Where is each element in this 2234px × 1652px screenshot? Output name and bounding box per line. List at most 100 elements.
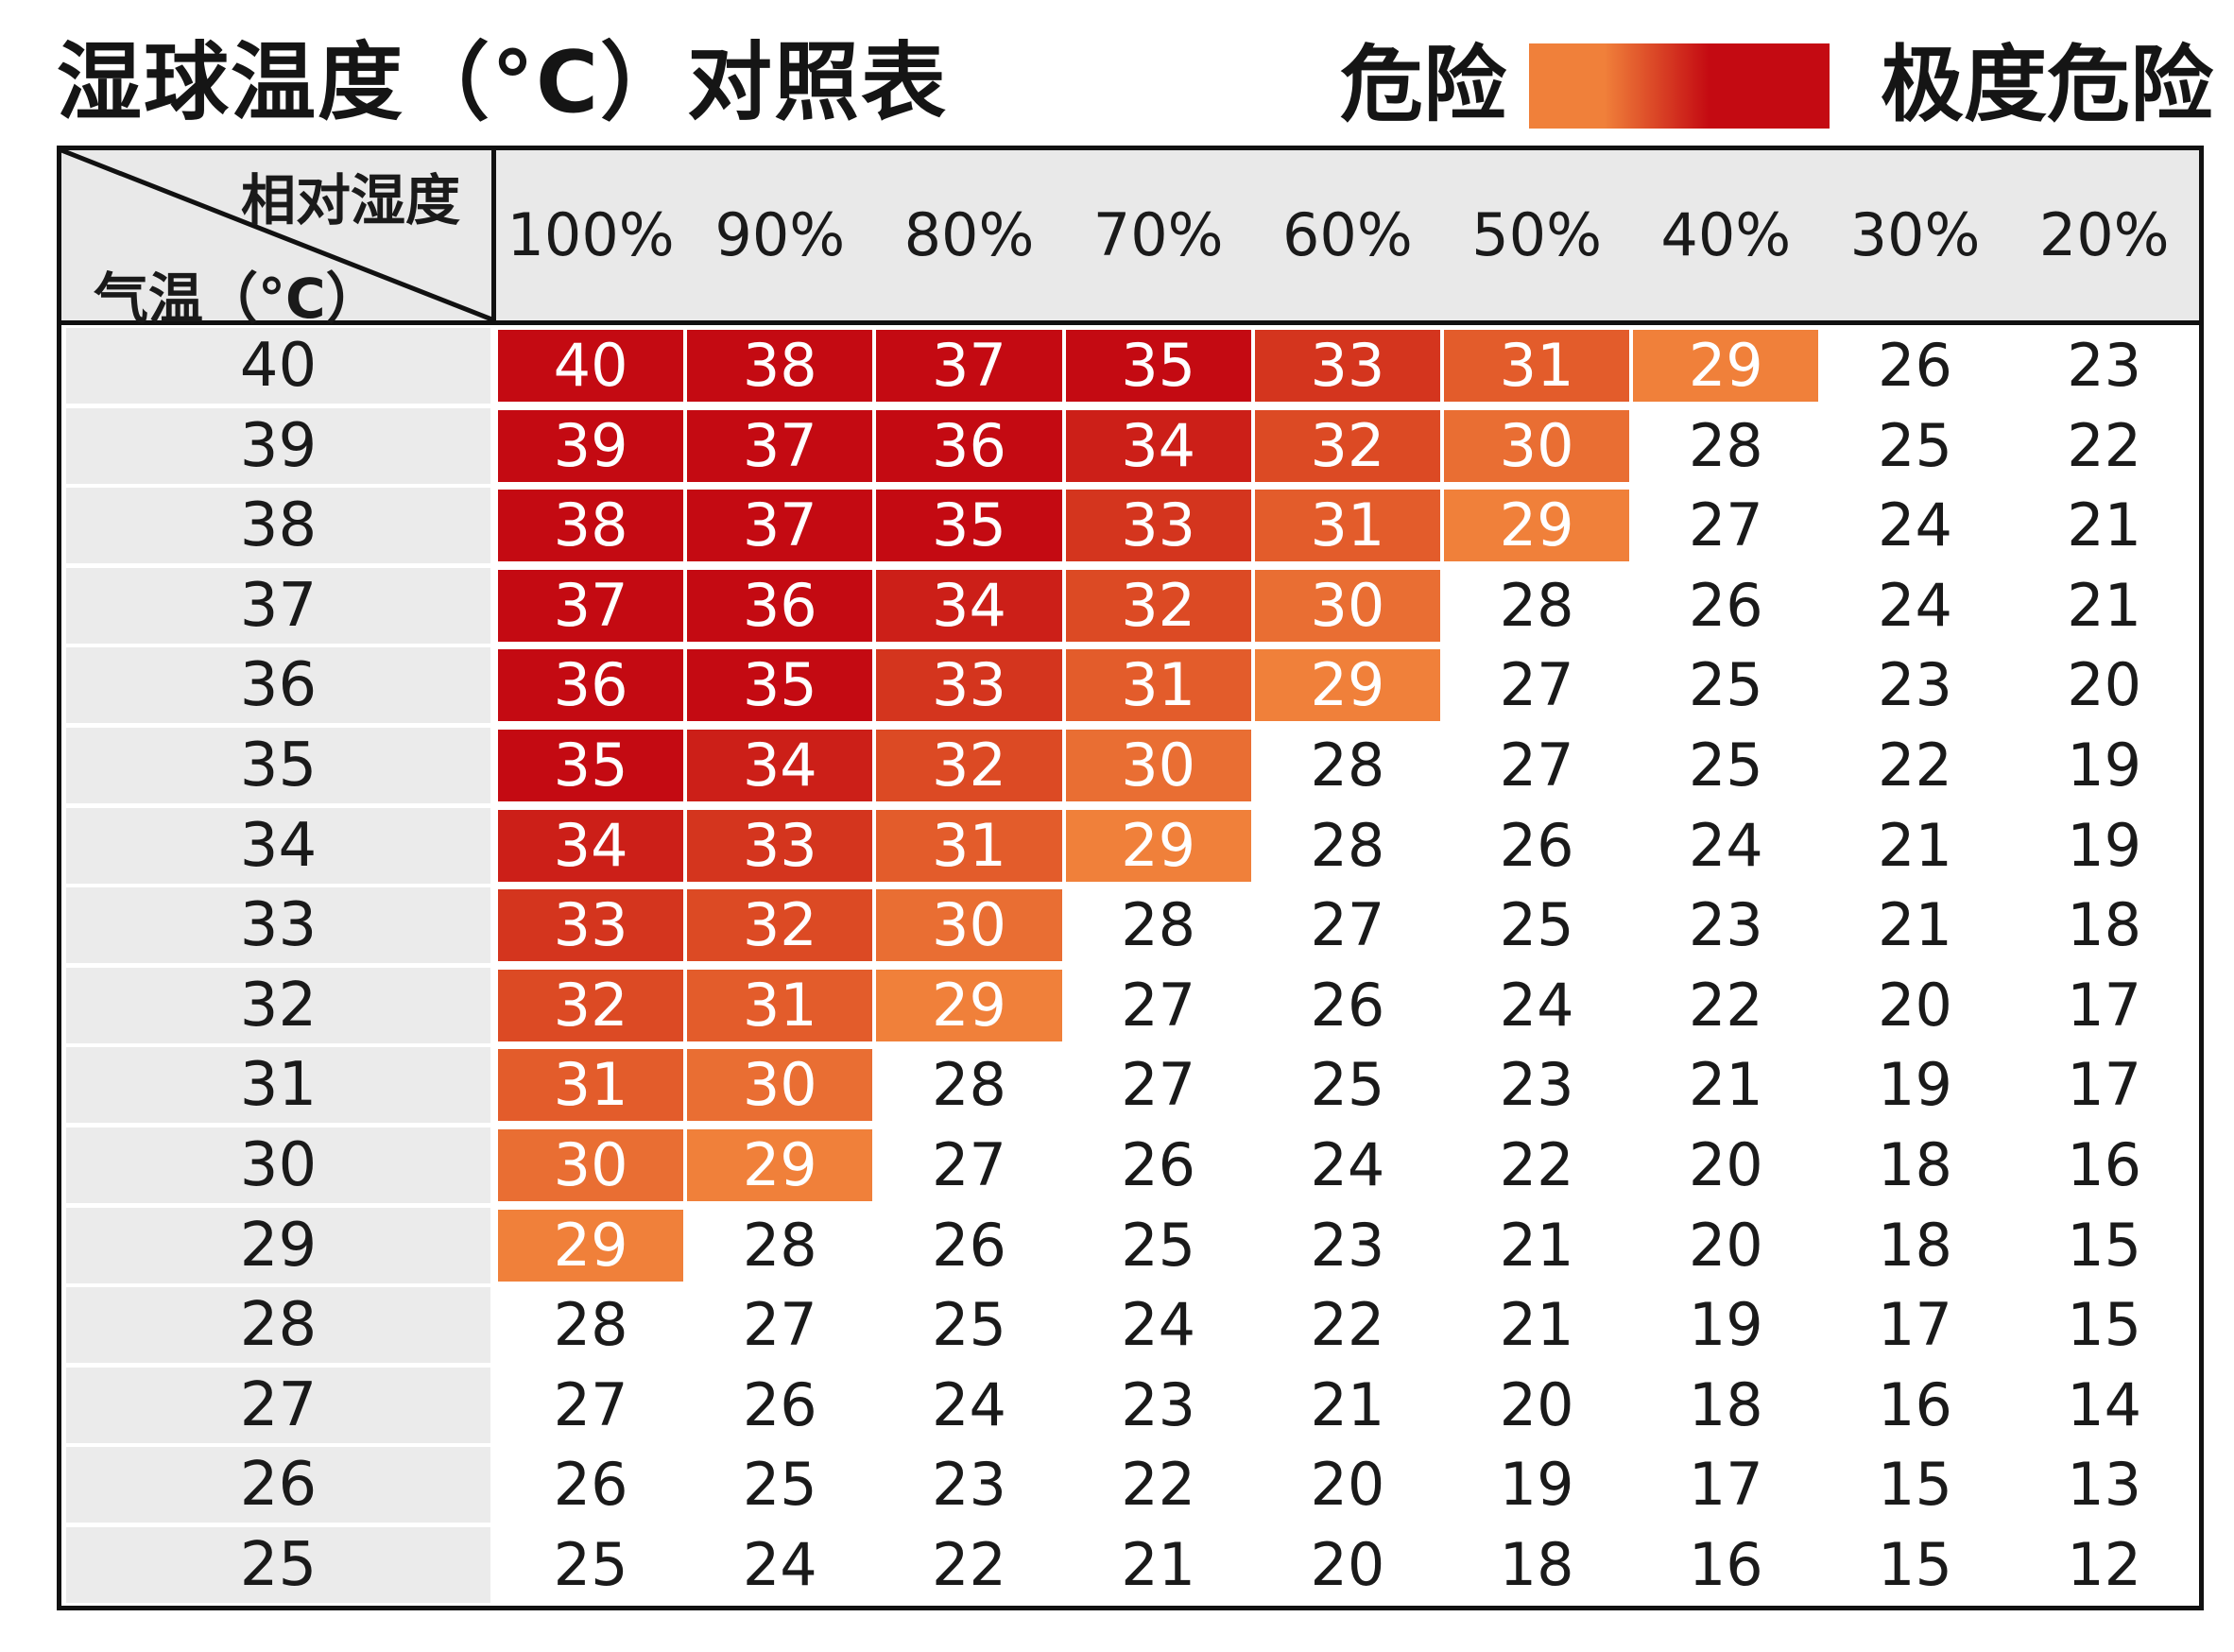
- table-cell: 27: [1499, 650, 1574, 720]
- row-header: 39: [239, 410, 318, 481]
- table-cell: 34: [874, 567, 1064, 644]
- column-header: 80%: [903, 200, 1035, 269]
- table-cell: 20: [1688, 1130, 1763, 1199]
- table-cell: 28: [1310, 810, 1385, 880]
- table-cell: 26: [1310, 970, 1385, 1040]
- table-cell: 33: [874, 647, 1064, 724]
- table-cell: 12: [2067, 1530, 2142, 1599]
- table-cell: 24: [1878, 570, 1952, 640]
- table-cell: 28: [742, 1210, 817, 1280]
- table-cell: 20: [1310, 1450, 1385, 1520]
- row-header-band: [66, 1207, 490, 1283]
- legend-label-danger: 危险: [1340, 36, 1507, 133]
- table-cell: 34: [685, 728, 875, 803]
- table-cell: 28: [1121, 890, 1196, 960]
- table-cell: 23: [1121, 1369, 1196, 1439]
- table-cell: 38: [685, 328, 875, 404]
- table-cell: 31: [1063, 647, 1253, 724]
- table-cell: 28: [1688, 410, 1763, 480]
- table-cell: 19: [2067, 731, 2142, 800]
- table-cell: 21: [1499, 1210, 1574, 1280]
- row-header: 30: [239, 1130, 318, 1200]
- table-cell: 18: [1499, 1530, 1574, 1599]
- header-divider: [491, 150, 496, 325]
- row-header: 37: [239, 570, 318, 641]
- table-cell: 27: [742, 1290, 817, 1360]
- table-cell: 19: [1688, 1290, 1763, 1360]
- table-cell: 22: [1878, 731, 1952, 800]
- table-cell: 28: [1310, 731, 1385, 800]
- table-cell: 21: [1121, 1530, 1196, 1599]
- table-cell: 27: [1310, 890, 1385, 960]
- table-cell: 17: [2067, 970, 2142, 1040]
- table-cell: 16: [2067, 1130, 2142, 1199]
- table-cell: 25: [932, 1290, 1006, 1360]
- row-header-band: [66, 647, 490, 724]
- table-cell: 26: [1688, 570, 1763, 640]
- row-header: 35: [239, 731, 318, 800]
- table-cell: 29: [874, 967, 1064, 1043]
- table-cell: 15: [2067, 1290, 2142, 1360]
- row-header: 34: [239, 810, 318, 881]
- table-cell: 32: [1063, 567, 1253, 644]
- temperature-axis-label: 气温（°C）: [94, 267, 381, 331]
- table-cell: 20: [2067, 650, 2142, 720]
- table-cell: 22: [1310, 1290, 1385, 1360]
- table-cell: 24: [1121, 1290, 1196, 1360]
- row-header: 29: [239, 1210, 318, 1281]
- page-title: 湿球温度（°C）对照表: [57, 33, 949, 132]
- table-cell: 15: [1878, 1450, 1952, 1520]
- table-cell: 26: [932, 1210, 1006, 1280]
- row-header-band: [66, 488, 490, 564]
- legend-gradient-bar: [1529, 43, 1830, 129]
- column-header: 30%: [1849, 200, 1981, 269]
- table-cell: 37: [685, 488, 875, 564]
- table-cell: 39: [496, 407, 686, 484]
- table-cell: 27: [1121, 970, 1196, 1040]
- row-header: 25: [239, 1530, 318, 1600]
- table-cell: 30: [874, 887, 1064, 964]
- row-header-band: [66, 728, 490, 803]
- row-header: 33: [239, 890, 318, 961]
- table-cell: 37: [685, 407, 875, 484]
- row-header-band: [66, 1527, 490, 1603]
- table-cell: 23: [2067, 331, 2142, 400]
- column-header: 50%: [1471, 200, 1602, 269]
- table-cell: 27: [553, 1369, 628, 1439]
- table-cell: 17: [1688, 1450, 1763, 1520]
- table-cell: 29: [1252, 647, 1442, 724]
- table-cell: 31: [874, 807, 1064, 884]
- table-cell: 34: [1063, 407, 1253, 484]
- table-cell: 30: [496, 1127, 686, 1203]
- table-cell: 17: [1878, 1290, 1952, 1360]
- table-cell: 25: [1688, 650, 1763, 720]
- column-header: 70%: [1092, 200, 1224, 269]
- table-cell: 23: [1499, 1050, 1574, 1120]
- table-cell: 20: [1878, 970, 1952, 1040]
- table-cell: 26: [742, 1369, 817, 1439]
- table-cell: 19: [1499, 1450, 1574, 1520]
- table-cell: 32: [1252, 407, 1442, 484]
- row-header: 36: [239, 650, 318, 721]
- table-cell: 33: [496, 887, 686, 964]
- table-cell: 26: [1499, 810, 1574, 880]
- table-cell: 14: [2067, 1369, 2142, 1439]
- table-cell: 22: [932, 1530, 1006, 1599]
- table-cell: 33: [1063, 488, 1253, 564]
- row-header: 31: [239, 1050, 318, 1121]
- table-cell: 18: [1688, 1369, 1763, 1439]
- table-cell: 36: [496, 647, 686, 724]
- table-cell: 21: [2067, 570, 2142, 640]
- table-cell: 30: [685, 1047, 875, 1124]
- table-cell: 31: [1252, 488, 1442, 564]
- table-cell: 22: [2067, 410, 2142, 480]
- table-cell: 21: [1878, 810, 1952, 880]
- table-cell: 21: [1878, 890, 1952, 960]
- table-cell: 24: [1878, 490, 1952, 560]
- table-cell: 20: [1310, 1530, 1385, 1599]
- table-cell: 16: [1688, 1530, 1763, 1599]
- table-cell: 36: [685, 567, 875, 644]
- table-cell: 25: [1310, 1050, 1385, 1120]
- table-cell: 35: [1063, 328, 1253, 404]
- table-cell: 36: [874, 407, 1064, 484]
